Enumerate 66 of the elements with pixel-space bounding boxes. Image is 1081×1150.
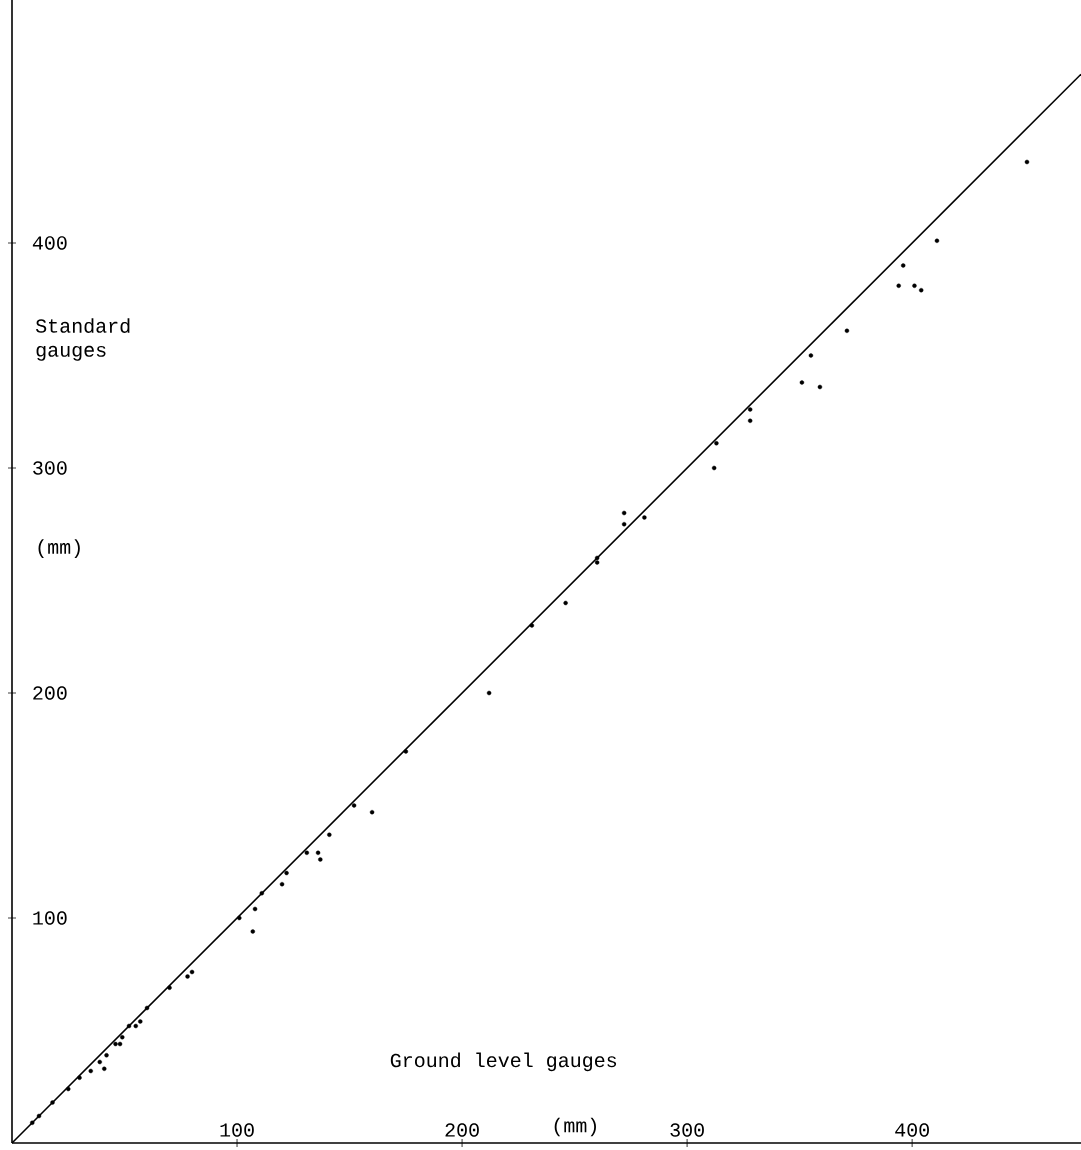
- point: [318, 857, 323, 862]
- point: [252, 906, 258, 912]
- point: [714, 441, 719, 446]
- point: [97, 1059, 102, 1065]
- point: [594, 560, 600, 565]
- point: [113, 1041, 118, 1047]
- point: [351, 803, 357, 808]
- point: [167, 985, 172, 990]
- point: [369, 810, 375, 815]
- y-tick-label: 300: [33, 461, 67, 475]
- point: [50, 1100, 55, 1105]
- point: [747, 418, 753, 423]
- point: [66, 1086, 71, 1092]
- point: [1024, 159, 1030, 165]
- point: [144, 1005, 150, 1011]
- x-tick-label: 100: [220, 1123, 254, 1137]
- point: [799, 380, 805, 385]
- point: [563, 600, 568, 606]
- point: [102, 1066, 107, 1071]
- point: [621, 510, 627, 516]
- annotation: (mm): [554, 1117, 596, 1137]
- point: [185, 974, 190, 979]
- point: [259, 891, 264, 896]
- point: [30, 1120, 35, 1125]
- point: [844, 328, 850, 333]
- point: [621, 522, 627, 527]
- point: [126, 1023, 132, 1029]
- point: [237, 915, 242, 921]
- y-tick-label: 200: [33, 686, 67, 700]
- point: [486, 690, 492, 696]
- point: [594, 555, 600, 561]
- point: [189, 969, 195, 975]
- y-tick-label: 100: [33, 911, 67, 925]
- point: [912, 283, 917, 288]
- point: [88, 1068, 93, 1074]
- point: [104, 1053, 109, 1058]
- point: [934, 238, 940, 243]
- point: [117, 1041, 123, 1047]
- x-tick-label: 300: [670, 1123, 704, 1137]
- point: [279, 882, 285, 887]
- point: [315, 850, 321, 855]
- y-axis-title: Standard gauges: [35, 318, 130, 361]
- point: [133, 1023, 138, 1029]
- point: [808, 353, 814, 358]
- x-tick-label: 400: [895, 1123, 929, 1137]
- point: [529, 623, 535, 628]
- point: [711, 465, 717, 471]
- point: [901, 263, 906, 268]
- point: [36, 1113, 42, 1119]
- point: [747, 407, 753, 412]
- point: [250, 929, 255, 934]
- annotation: (mm): [38, 539, 80, 558]
- point: [284, 870, 289, 876]
- point: [120, 1035, 125, 1040]
- point: [304, 850, 310, 855]
- point: [919, 288, 924, 293]
- x-tick-label: 200: [445, 1123, 479, 1137]
- point: [77, 1075, 82, 1080]
- x-axis-title: Ground level gauges: [390, 1052, 617, 1072]
- point: [817, 384, 823, 390]
- point: [327, 832, 332, 837]
- point: [642, 515, 647, 520]
- y-tick-label: 400: [32, 236, 67, 250]
- point: [896, 283, 901, 288]
- point: [138, 1019, 143, 1024]
- point: [403, 749, 409, 754]
